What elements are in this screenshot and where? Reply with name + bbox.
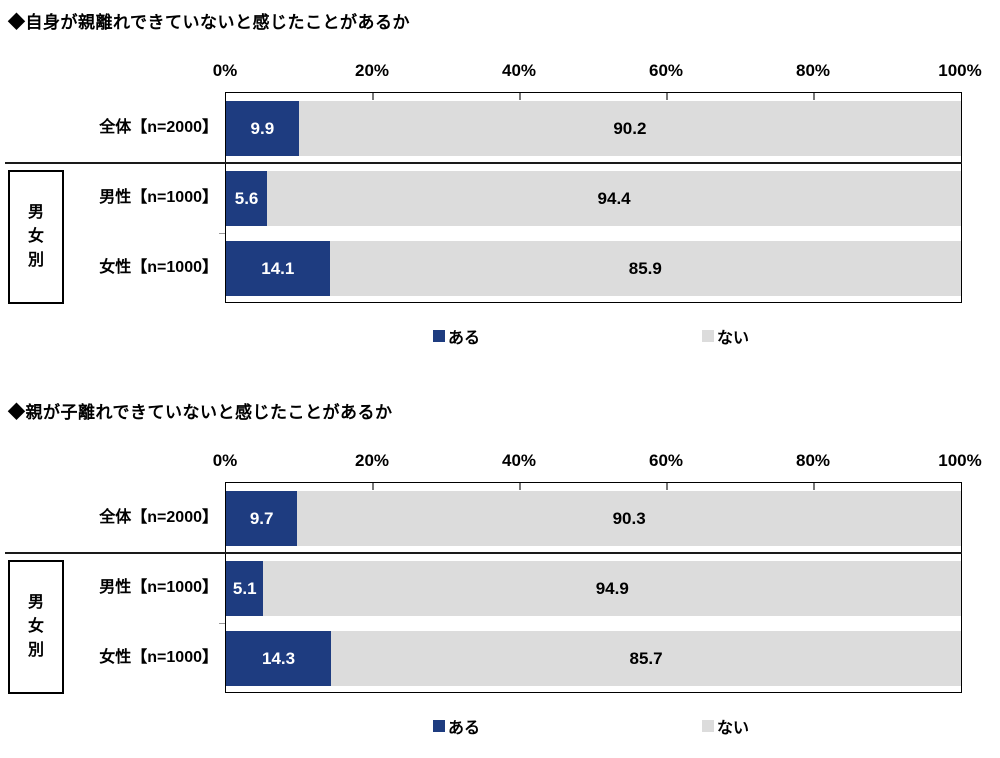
row-label: 男性【n=1000】 — [99, 579, 218, 596]
bar-row: 9.7 90.3 — [226, 491, 961, 546]
axis-tick-mark — [519, 93, 521, 100]
value-label-nai: 94.9 — [595, 578, 629, 598]
row-gap-tick — [219, 623, 225, 624]
legend-item: ない — [702, 716, 750, 737]
gender-group-label: 男 女 別 — [27, 594, 44, 659]
legend-label: ない — [717, 330, 750, 347]
bar-segment-nai: 94.4 — [267, 171, 961, 226]
value-label-nai: 85.9 — [628, 258, 662, 278]
legend-label: ある — [448, 720, 481, 737]
axis-tick-mark — [813, 93, 815, 100]
axis-tick-mark — [666, 483, 668, 490]
axis-tick-label: 100% — [938, 61, 982, 80]
value-label-aru: 9.7 — [249, 508, 274, 528]
legend-label: ある — [448, 330, 481, 347]
axis-tick-mark — [372, 93, 374, 100]
group-separator-line — [5, 162, 962, 164]
axis-tick-label: 80% — [795, 61, 831, 80]
gender-group-box: 男 女 別 — [8, 560, 64, 694]
bar-segment-aru: 14.1 — [226, 241, 330, 296]
legend-swatch-icon — [702, 330, 714, 342]
value-label-aru: 9.9 — [250, 118, 275, 138]
axis-tick-mark — [372, 483, 374, 490]
gender-group-box: 男 女 別 — [8, 170, 64, 304]
bar-segment-nai: 85.7 — [331, 631, 961, 686]
legend-item: ある — [433, 326, 481, 347]
plot-area: 9.9 90.2 5.6 94.4 14.1 85.9 — [219, 92, 962, 303]
legend-item: ある — [433, 716, 481, 737]
bar-segment-aru: 14.3 — [226, 631, 332, 686]
bar-row: 9.9 90.2 — [226, 101, 961, 156]
axis-tick-label: 40% — [501, 451, 537, 470]
bar-segment-nai: 85.9 — [329, 241, 961, 296]
plot-area: 9.7 90.3 5.1 94.9 14.3 85.7 — [219, 482, 962, 693]
axis-tick-label: 20% — [354, 61, 390, 80]
axis-tick-mark — [666, 93, 668, 100]
legend-swatch-icon — [433, 330, 445, 342]
bar-row: 5.1 94.9 — [226, 561, 961, 616]
bar-row: 5.6 94.4 — [226, 171, 961, 226]
bar-segment-aru: 9.9 — [226, 101, 299, 156]
axis-tick-label: 60% — [648, 61, 684, 80]
legend-label: ない — [717, 720, 750, 737]
axis-tick-label: 40% — [501, 61, 537, 80]
legend-swatch-icon — [433, 720, 445, 732]
axis-tick-label: 80% — [795, 451, 831, 470]
row-label: 女性【n=1000】 — [99, 259, 218, 276]
bar-row: 14.3 85.7 — [226, 631, 961, 686]
bar-segment-nai: 90.3 — [297, 491, 961, 546]
value-label-nai: 90.3 — [612, 508, 646, 528]
value-label-nai: 85.7 — [629, 648, 663, 668]
value-label-aru: 14.1 — [261, 258, 295, 278]
bar-segment-nai: 94.9 — [263, 561, 961, 616]
value-label-aru: 14.3 — [262, 648, 296, 668]
bar-row: 14.1 85.9 — [226, 241, 961, 296]
value-label-aru: 5.6 — [234, 188, 259, 208]
bar-segment-nai: 90.2 — [298, 101, 961, 156]
chart-title: ◆自身が親離れできていないと感じたことがあるか — [8, 13, 410, 32]
value-label-aru: 5.1 — [232, 578, 257, 598]
gender-group-label: 男 女 別 — [27, 204, 44, 269]
legend-item: ない — [702, 326, 750, 347]
legend-swatch-icon — [702, 720, 714, 732]
row-gap-tick — [219, 233, 225, 234]
axis-tick-mark — [813, 483, 815, 490]
value-label-nai: 94.4 — [597, 188, 631, 208]
axis-tick-mark — [519, 483, 521, 490]
row-label: 全体【n=2000】 — [99, 119, 218, 136]
axis-tick-label: 0% — [212, 61, 238, 80]
axis-tick-label: 20% — [354, 451, 390, 470]
group-separator-line — [5, 552, 962, 554]
axis-tick-label: 60% — [648, 451, 684, 470]
bar-segment-aru: 9.7 — [226, 491, 298, 546]
axis-tick-label: 100% — [938, 451, 982, 470]
row-label: 男性【n=1000】 — [99, 189, 218, 206]
bar-segment-aru: 5.6 — [226, 171, 268, 226]
bar-segment-aru: 5.1 — [226, 561, 264, 616]
value-label-nai: 90.2 — [613, 118, 647, 138]
row-label: 女性【n=1000】 — [99, 649, 218, 666]
chart-title: ◆親が子離れできていないと感じたことがあるか — [8, 403, 393, 422]
axis-tick-label: 0% — [212, 451, 238, 470]
row-label: 全体【n=2000】 — [99, 509, 218, 526]
